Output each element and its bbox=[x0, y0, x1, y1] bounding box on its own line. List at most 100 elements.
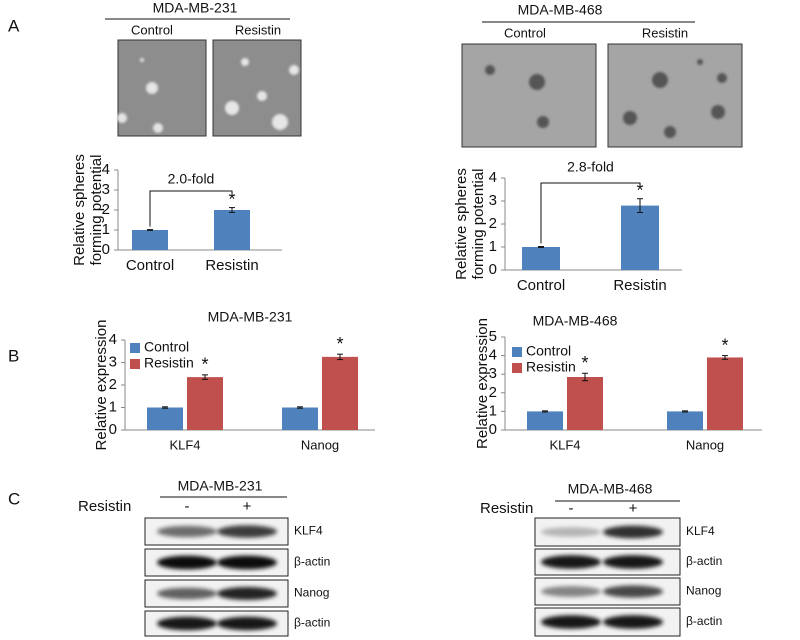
legend-swatch bbox=[130, 343, 140, 353]
y-axis-label: Relative spheres bbox=[453, 168, 470, 280]
error-bar bbox=[682, 410, 688, 413]
error-bar bbox=[542, 410, 548, 413]
legend-label: Resistin bbox=[526, 359, 576, 375]
blot-band bbox=[541, 615, 601, 629]
y-axis-label: Relative expression bbox=[93, 320, 110, 451]
blot-band bbox=[541, 527, 601, 537]
x-tick-label: Resistin bbox=[205, 257, 258, 274]
x-tick-label: Resistin bbox=[613, 277, 666, 294]
lane-label: + bbox=[629, 500, 638, 517]
blot-band bbox=[217, 586, 277, 601]
blot-band bbox=[541, 586, 601, 597]
x-tick-label: Nanog bbox=[686, 437, 724, 452]
micrograph bbox=[607, 43, 743, 148]
row-label: β-actin bbox=[686, 554, 722, 568]
row-label: Nanog bbox=[686, 584, 721, 598]
x-tick-label: Control bbox=[517, 277, 565, 294]
error-bar bbox=[162, 406, 168, 409]
fold-label: 2.0-fold bbox=[168, 171, 215, 187]
error-bar bbox=[538, 246, 544, 248]
error-bar bbox=[637, 198, 643, 213]
panel-letter: A bbox=[8, 16, 20, 35]
row-label: β-actin bbox=[294, 616, 330, 630]
bar bbox=[322, 356, 358, 430]
significance-mark: * bbox=[201, 355, 208, 375]
y-tick-label: 2 bbox=[109, 376, 117, 393]
error-bar bbox=[337, 353, 343, 361]
y-tick-label: 3 bbox=[109, 353, 117, 370]
x-tick-label: KLF4 bbox=[169, 437, 200, 452]
treatment-label: Resistin bbox=[78, 498, 131, 515]
panel-letter: B bbox=[8, 346, 19, 365]
significance-mark: * bbox=[636, 180, 643, 200]
y-tick-label: 2 bbox=[102, 201, 110, 218]
treatment-label: Resistin bbox=[480, 500, 533, 517]
y-tick-label: 2 bbox=[489, 384, 497, 401]
significance-mark: * bbox=[721, 335, 728, 355]
error-bar bbox=[722, 355, 728, 360]
lane-label: - bbox=[569, 500, 574, 517]
blot-row bbox=[534, 517, 681, 547]
panel-title: MDA-MB-468 bbox=[518, 2, 603, 18]
blot-band bbox=[603, 555, 663, 569]
bar bbox=[147, 407, 183, 430]
significance-mark: * bbox=[228, 189, 235, 209]
y-tick-label: 4 bbox=[102, 161, 110, 178]
x-tick-label: KLF4 bbox=[549, 437, 580, 452]
blot-title: MDA-MB-231 bbox=[178, 478, 263, 494]
y-tick-label: 2 bbox=[489, 215, 497, 232]
blot-row bbox=[534, 548, 681, 576]
y-axis-label: Relative expression bbox=[474, 318, 491, 449]
row-label: β-actin bbox=[294, 555, 330, 569]
blot-row bbox=[534, 577, 681, 606]
y-tick-label: 0 bbox=[489, 261, 497, 278]
blot-band bbox=[157, 525, 217, 538]
error-bar bbox=[202, 374, 208, 380]
blot-band bbox=[603, 585, 663, 598]
blot-row bbox=[144, 548, 289, 577]
blot-band bbox=[157, 616, 217, 631]
row-label: KLF4 bbox=[294, 524, 323, 538]
y-axis-label: forming potential bbox=[88, 155, 105, 266]
blot-band bbox=[603, 525, 663, 539]
y-tick-label: 3 bbox=[102, 181, 110, 198]
row-label: KLF4 bbox=[686, 524, 715, 538]
legend-label: Resistin bbox=[144, 355, 194, 371]
row-label: β-actin bbox=[686, 614, 722, 628]
blot-band bbox=[541, 555, 601, 569]
significance-mark: * bbox=[581, 353, 588, 373]
bar bbox=[214, 210, 250, 250]
row-label: Nanog bbox=[294, 586, 329, 600]
panel-title: MDA-MB-231 bbox=[153, 0, 238, 16]
chart-title: MDA-MB-468 bbox=[533, 313, 618, 329]
blot-band bbox=[157, 587, 217, 600]
error-bar bbox=[229, 207, 235, 213]
bar bbox=[527, 411, 563, 430]
panel-letter: C bbox=[8, 489, 20, 508]
legend-label: Control bbox=[526, 343, 571, 359]
y-tick-label: 1 bbox=[489, 402, 497, 419]
chart-title: MDA-MB-231 bbox=[208, 309, 293, 325]
y-tick-label: 0 bbox=[489, 421, 497, 438]
micrograph bbox=[461, 43, 597, 148]
bar bbox=[282, 407, 318, 430]
y-tick-label: 0 bbox=[109, 421, 117, 438]
blot-row bbox=[534, 607, 681, 637]
blot-band bbox=[603, 615, 663, 629]
blot-band bbox=[157, 555, 217, 570]
error-bar bbox=[297, 406, 303, 409]
fold-bracket bbox=[540, 182, 641, 244]
y-tick-label: 1 bbox=[489, 238, 497, 255]
y-tick-label: 4 bbox=[109, 331, 117, 348]
y-axis-label: Relative spheres bbox=[71, 154, 88, 266]
bar bbox=[667, 411, 703, 430]
column-label: Resistin bbox=[235, 22, 281, 37]
legend-swatch bbox=[130, 359, 140, 369]
blot-row bbox=[144, 517, 289, 546]
y-tick-label: 3 bbox=[489, 365, 497, 382]
micrograph bbox=[117, 39, 207, 137]
blot-title: MDA-MB-468 bbox=[568, 481, 653, 497]
legend-swatch bbox=[512, 347, 522, 357]
blot-band bbox=[217, 525, 277, 538]
